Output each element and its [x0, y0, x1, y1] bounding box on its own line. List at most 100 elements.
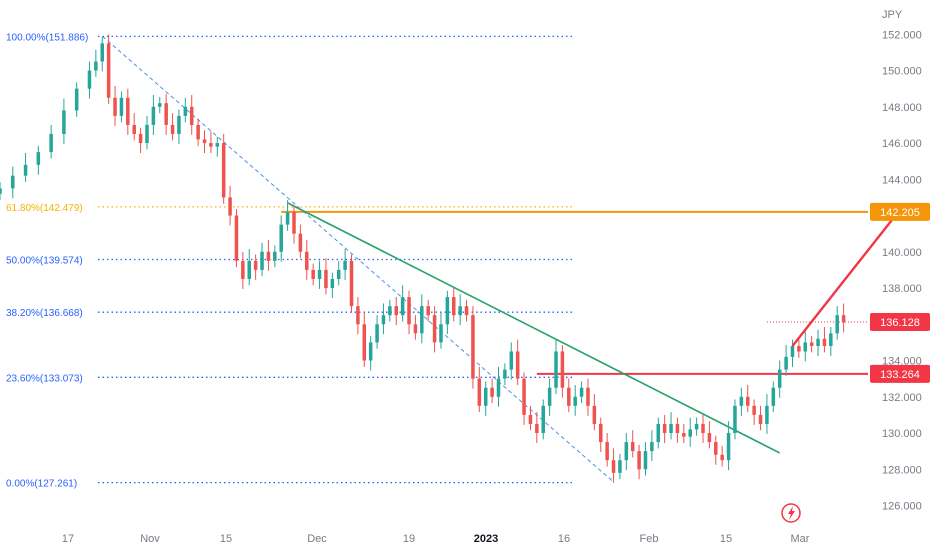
candle-body [458, 306, 462, 316]
candle-body [720, 454, 724, 461]
candle-body [202, 139, 207, 144]
time-axis: 17 Nov 15 Dec 19 2023 16 Feb 15 Mar [62, 533, 810, 545]
trend-lines [101, 35, 781, 483]
x-tick-label: 2023 [474, 533, 498, 545]
candle-body [496, 378, 501, 397]
candle-body [605, 442, 609, 461]
candle-body [739, 396, 744, 406]
x-tick-label: Nov [140, 533, 160, 545]
candle-body [707, 433, 712, 443]
candle-body [324, 269, 328, 289]
x-tick-label: Dec [307, 533, 327, 545]
candle-body [752, 405, 756, 415]
candle-body [119, 97, 124, 116]
candle-body [554, 351, 558, 388]
x-tick-label: 15 [720, 533, 732, 545]
candle-body [241, 260, 245, 279]
candle-body [0, 188, 2, 194]
candle-body [541, 405, 545, 434]
x-tick-label: Mar [791, 533, 810, 545]
candle-body [547, 387, 552, 406]
fib-level-label: 0.00%(127.261) [6, 479, 77, 490]
candle-body [426, 306, 430, 316]
candle-body [726, 433, 731, 461]
price-axis: JPY 152.000 150.000 148.000 146.000 144.000 1… [882, 9, 922, 513]
y-tick-label: 152.000 [882, 29, 922, 41]
candle-body [298, 233, 303, 252]
candle-body [413, 324, 418, 334]
candle-body [177, 115, 181, 134]
candle-body [452, 297, 456, 316]
candle-body [381, 315, 386, 325]
candle-body [790, 346, 795, 357]
x-tick-label: 15 [220, 533, 232, 545]
candle-body [23, 164, 28, 176]
fib-level-label: 61.80%(142.479) [6, 203, 83, 214]
candle-body [253, 260, 258, 270]
candle-body [138, 133, 143, 144]
fib-anchor-line [101, 35, 614, 483]
candle-body [745, 396, 750, 406]
candle-body [132, 124, 136, 134]
y-tick-label: 132.000 [882, 392, 922, 404]
candle-body [305, 251, 309, 270]
candle-body [113, 97, 117, 116]
candle-body [439, 324, 443, 343]
candle-body [477, 378, 482, 406]
candle-body [643, 451, 648, 470]
candle-body [330, 278, 335, 289]
candle-body [816, 338, 820, 347]
candle-body [522, 378, 526, 415]
candle-body [209, 143, 213, 147]
x-tick-label: 19 [403, 533, 415, 545]
y-tick-label: 126.000 [882, 501, 922, 513]
candle-body [356, 306, 360, 325]
candle-body [49, 133, 53, 153]
candle-body [36, 152, 41, 165]
price-badge [870, 202, 930, 221]
candle-body [560, 351, 565, 388]
flash-icon[interactable] [781, 503, 801, 523]
candle-body [432, 315, 437, 343]
candle-body [714, 442, 718, 455]
candle-body [701, 423, 705, 434]
candle-body [777, 369, 782, 388]
fibonacci-retracement: 100.00%(151.886) 61.80%(142.479) 50.00%(13… [6, 32, 575, 490]
candle-body [637, 451, 641, 470]
candle-body [368, 342, 373, 361]
candle-body [285, 211, 290, 225]
candle-body [797, 346, 801, 352]
candle-body [682, 433, 686, 437]
candle-body [362, 324, 367, 361]
y-tick-label: 134.000 [882, 356, 922, 368]
candle-body [535, 423, 539, 434]
candle-body [87, 70, 92, 89]
candle-body [758, 414, 763, 424]
candle-body [247, 260, 252, 279]
candle-body [528, 414, 533, 424]
price-badge [870, 364, 930, 383]
candle-body [62, 110, 66, 134]
candle-body [196, 124, 200, 140]
candle-body [733, 405, 737, 434]
currency-label: JPY [882, 9, 903, 21]
candle-body [158, 103, 162, 107]
candle-body [509, 351, 514, 370]
candle-body [624, 442, 629, 461]
candle-body [490, 387, 494, 397]
candle-body [573, 396, 577, 406]
candle-body [407, 297, 411, 325]
y-tick-label: 148.000 [882, 102, 922, 114]
candle-body [221, 143, 226, 198]
candle-body [400, 297, 405, 316]
fib-level-label: 23.60%(133.073) [6, 373, 83, 384]
candle-body [170, 124, 175, 134]
x-tick-label: Feb [640, 533, 659, 545]
candle-body [349, 260, 354, 307]
candle-body [164, 103, 168, 125]
candle-body [618, 460, 622, 473]
candle-body [215, 143, 220, 147]
y-tick-label: 150.000 [882, 66, 922, 78]
candle-body [829, 333, 833, 347]
